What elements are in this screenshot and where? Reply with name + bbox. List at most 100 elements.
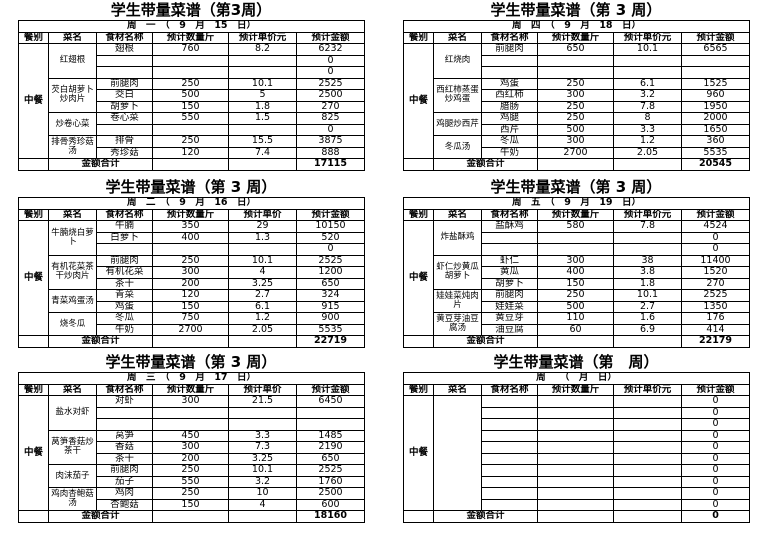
ingredient: 冬瓜 [96,312,153,325]
amount: 0 [296,54,365,67]
dish-name: 肉沫茄子 [48,464,97,488]
quantity: 2700 [537,146,614,159]
header-row: 餐别 菜名 食材名称 预计数量斤 预计单价元 预计金额 [403,208,750,221]
quantity: 450 [152,429,229,442]
quantity: 150 [152,100,229,113]
unit-price: 8 [613,112,682,125]
unit-price: 1.8 [613,277,682,290]
unit-price [228,123,297,136]
quantity: 500 [152,89,229,102]
ingredient [481,429,538,442]
menu-block: 学生带量菜谱（第 3 周）周 二 （ 9 月 16 日） 餐别 菜名 食材名称 预计数量… [18,177,365,348]
unit-price: 3.8 [613,266,682,279]
amount: 650 [296,452,365,465]
item-row: 虾仁炒黄瓜胡萝卜 虾仁 300 38 11400 [404,254,750,290]
item-row: 0 [404,231,750,244]
total: 18160 [296,510,365,523]
item-row: 有机花菜茶干炒肉片 前腿肉 250 10.1 2525 [19,254,365,290]
item-row: 炒卷心菜 卷心菜 550 1.5 825 [19,112,365,136]
quantity [537,395,614,408]
total: 20545 [681,158,750,171]
amount: 0 [680,498,751,511]
amount: 0 [296,66,365,79]
amount: 11400 [681,254,750,267]
item-row [404,66,750,79]
amount: 10150 [296,220,365,233]
column-header: 餐别 [403,208,434,221]
ingredient: 茶干 [96,452,153,465]
amount: 1760 [296,475,365,488]
blank [613,510,682,523]
total-row: 金额合计 22179 [403,335,750,348]
total-row: 金额合计 17115 [18,158,365,171]
column-header: 预计单价元 [613,383,682,396]
item-row: 中餐 红翅根 翅根 760 8.2 6232 [18,43,365,159]
ingredient: 鸡蛋 [481,77,538,90]
dish-name: 红翅根 [48,43,97,79]
menu-block: 学生带量菜谱（第 3 周）周 三 （ 9 月 17 日） 餐别 菜名 食材名称 预计数量… [18,352,365,523]
menu-table: 周 五 （ 9 月 19 日） 餐别 菜名 食材名称 预计数量斤 预计单价元 预计金额 中餐炸… [403,197,750,348]
unit-price: 1.8 [228,100,297,113]
ingredient: 前腿肉 [481,43,538,56]
blank [537,510,614,523]
date: 周 三 （ 9 月 17 日） [18,372,365,385]
dish-name: 排骨秀珍菇汤 [48,135,97,159]
ingredient: 茭白 [96,89,153,102]
date: 周 五 （ 9 月 19 日） [403,197,750,210]
unit-price: 4 [228,266,297,279]
item-row: 0 [404,464,751,477]
quantity [152,54,229,67]
blank [152,510,229,523]
meal: 中餐 [18,43,49,159]
amount: 0 [681,231,750,244]
column-header: 食材名称 [481,383,538,396]
amount: 915 [296,300,365,313]
item-row: 中餐 牛腩烧白萝卜 牛腩 350 29 10150 [18,220,365,336]
quantity [152,243,229,256]
ingredient [96,243,153,256]
dish-name: 红烧肉 [433,43,482,79]
amount: 324 [296,289,365,302]
amount: 270 [681,277,750,290]
blank [18,158,49,171]
column-header: 预计单价元 [613,208,682,221]
item-row [404,54,750,67]
unit-price: 38 [613,254,682,267]
meal: 中餐 [403,43,434,159]
column-header: 食材名称 [96,31,153,44]
quantity: 250 [152,487,229,500]
amount: 2525 [296,77,365,90]
ingredient: 娃娃菜 [481,300,538,313]
item-row: 肉沫茄子 前腿肉 250 10.1 2525 [19,464,365,488]
dish-name: 冬瓜汤 [433,135,482,159]
column-header: 餐别 [403,31,434,44]
item-row: 鸡腿炒西芹 鸡腿 250 8 2000 [404,112,750,136]
item-row: 中餐 炸盐酥鸡 盐酥鸡 580 7.8 4524 [403,220,750,336]
blank [18,510,49,523]
amount: 0 [680,441,751,454]
amount: 0 [680,429,751,442]
ingredient [481,54,538,67]
unit-price [613,243,682,256]
date-row: 周 三 （ 9 月 17 日） [18,372,365,385]
dish-name: 虾仁炒黄瓜胡萝卜 [433,254,482,290]
quantity [152,123,229,136]
unit-price [613,231,682,244]
item-row: 鸡肉杏鲍菇汤 鸡肉 250 10 2500 [19,487,365,511]
quantity: 250 [537,100,614,113]
column-header: 食材名称 [481,31,538,44]
column-header: 预计金额 [680,383,751,396]
quantity: 300 [152,395,229,408]
column-header: 预计金额 [681,31,750,44]
item-row: 黄瓜 400 3.8 1520 [404,266,750,279]
quantity [537,441,614,454]
amount: 6565 [681,43,750,56]
column-header: 菜名 [48,208,97,221]
total-row: 金额合计 20545 [403,158,750,171]
amount [681,66,750,79]
menu-table: 周 （ 月 日） 餐别 菜名 食材名称 预计数量斤 预计单价元 预计金额 中餐 0 0 0 0 0 0 0 0… [402,372,751,523]
date: 周 二 （ 9 月 16 日） [18,197,365,210]
item-row: 中餐 0 [403,395,751,511]
column-header: 菜名 [48,383,97,396]
